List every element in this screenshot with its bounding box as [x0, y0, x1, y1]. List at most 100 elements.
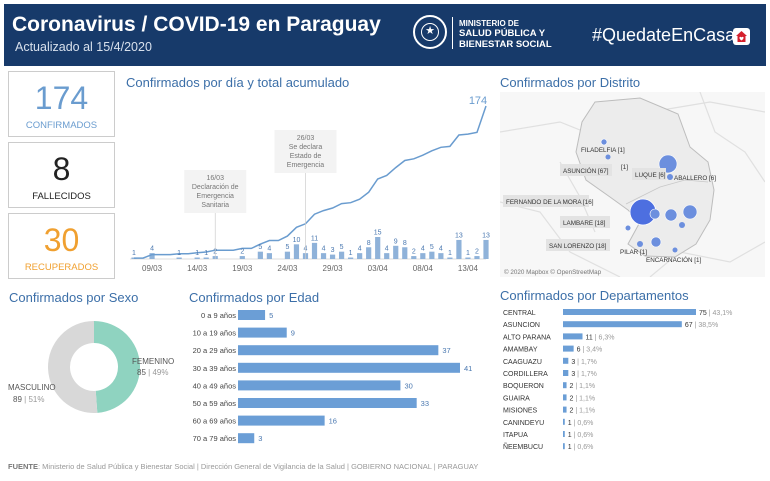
- dept-value-label: 2 | 1,1%: [570, 395, 596, 402]
- daily-tick-labels: 09/03 14/03 19/03 24/03 29/03 03/04 08/04 13/04: [142, 264, 478, 273]
- daily-bar: [447, 257, 453, 259]
- daily-bar: [329, 254, 336, 259]
- daily-bar: [257, 251, 263, 259]
- dept-separator: |: [575, 371, 581, 378]
- map-credit: © 2020 Mapbox © OpenStreetMap: [504, 268, 602, 276]
- dept-value-label: 3 | 1,7%: [571, 359, 597, 366]
- daily-bar: [311, 242, 318, 259]
- daily-bar: [384, 253, 390, 259]
- district-map-title: Confirmados por Distrito: [500, 75, 641, 90]
- map-label-extra: [1]: [621, 164, 628, 171]
- daily-bar-label: 15: [374, 230, 382, 237]
- daily-bar: [402, 247, 408, 259]
- ministry-line1: MINISTERIO DE: [459, 19, 520, 28]
- age-bar: [238, 327, 287, 338]
- kpi-recovered-card: 30 RECUPERADOS: [8, 213, 115, 279]
- daily-bar: [293, 244, 300, 259]
- map-label-filadelfia: FILADELFIA [1]: [581, 147, 625, 154]
- age-bar: [238, 380, 401, 391]
- dept-separator: |: [573, 383, 579, 390]
- daily-bar-label: 4: [385, 246, 389, 253]
- district-map[interactable]: FILADELFIA [1] [1] ASUNCIÓN [67] LUQUE […: [500, 92, 765, 277]
- dept-value: 6: [577, 347, 581, 354]
- age-category-label: 70 a 79 años: [193, 434, 237, 443]
- daily-bar-label: 2: [475, 249, 479, 256]
- footer-label: FUENTE: [8, 462, 38, 471]
- dept-value-label: 11 | 6,3%: [586, 334, 615, 341]
- dept-bar: [563, 309, 696, 315]
- map-label-caballero: ABALLERO [6]: [674, 175, 716, 182]
- dept-percent: 0,6%: [577, 432, 593, 439]
- age-bar: [238, 345, 439, 356]
- daily-bar: [320, 253, 327, 259]
- daily-tick-label: 08/04: [413, 264, 434, 273]
- daily-bar-label: 11: [311, 235, 318, 242]
- ministry-seal-icon: [413, 15, 447, 49]
- age-category-label: 20 a 29 años: [193, 346, 237, 355]
- daily-tick-label: 09/03: [142, 264, 163, 273]
- dept-value: 3: [571, 371, 575, 378]
- dept-bar: [563, 443, 565, 450]
- daily-bar-label: 3: [331, 247, 335, 254]
- map-bubbles: [600, 138, 698, 253]
- dept-separator: |: [572, 432, 578, 439]
- daily-bar: [420, 253, 426, 259]
- department-chart-title: Confirmados por Departamentos: [500, 288, 689, 303]
- annotation-text: 26/03: [297, 135, 315, 142]
- dept-value: 2: [570, 408, 574, 415]
- header-bar: [4, 4, 766, 66]
- cumulative-line: [134, 105, 487, 259]
- seal-star-icon: ★: [425, 25, 435, 37]
- sex-chart-title: Confirmados por Sexo: [9, 290, 139, 305]
- dept-category-label: CAAGUAZU: [503, 359, 542, 366]
- daily-bar-label: 4: [439, 246, 443, 253]
- daily-bar-label: 9: [394, 238, 398, 245]
- sex-chart: FEMENINO 85 | 49% MASCULINO 89 | 51%: [8, 321, 174, 413]
- dept-percent: 6,3%: [599, 334, 615, 341]
- dept-percent: 1,7%: [581, 359, 597, 366]
- daily-bar-label: 4: [150, 246, 154, 253]
- annotation-text: Se declara: [289, 144, 323, 151]
- daily-bar: [411, 256, 417, 259]
- dept-value: 11: [586, 334, 593, 341]
- female-label: FEMENINO: [132, 357, 174, 366]
- dept-bar: [563, 333, 583, 340]
- dept-value: 75: [699, 310, 707, 317]
- annotation-text: Declaración de: [192, 184, 239, 191]
- dept-separator: |: [693, 322, 699, 329]
- hashtag[interactable]: #QuedateEnCasa: [592, 25, 736, 45]
- dept-percent: 0,6%: [577, 444, 593, 451]
- dept-value-label: 6 | 3,4%: [577, 347, 603, 354]
- header-divider: [452, 17, 453, 49]
- daily-bar: [266, 253, 272, 259]
- female-value-group: 85 | 49%: [137, 368, 168, 377]
- daily-bar-label: 1: [448, 250, 452, 257]
- dept-percent: 1,1%: [579, 408, 595, 415]
- age-chart-title: Confirmados por Edad: [189, 290, 320, 305]
- daily-bar: [483, 239, 489, 259]
- annotation-text: 16/03: [206, 175, 224, 182]
- age-category-label: 0 a 9 años: [201, 311, 236, 320]
- daily-bar: [338, 251, 345, 259]
- dept-value: 1: [568, 432, 572, 439]
- daily-tick-label: 19/03: [232, 264, 253, 273]
- dept-value-label: 1 | 0,6%: [568, 420, 594, 427]
- daily-bar: [456, 239, 462, 259]
- daily-bar: [194, 257, 200, 259]
- annotation-box: [274, 130, 337, 173]
- dept-category-label: BOQUERON: [503, 383, 544, 390]
- kpi-deaths-card: 8 FALLECIDOS: [8, 142, 115, 208]
- sex-donut: [47, 321, 140, 413]
- male-value: 89: [13, 395, 22, 404]
- daily-bar-label: 4: [322, 246, 326, 253]
- kpi-recovered-value: 30: [43, 222, 80, 258]
- age-bar: [238, 433, 255, 444]
- dept-category-label: ALTO PARANA: [503, 334, 551, 341]
- updated-date: Actualizado al 15/4/2020: [15, 40, 152, 54]
- dept-category-label: CORDILLERA: [503, 371, 548, 378]
- age-category-label: 40 a 49 años: [193, 381, 237, 390]
- kpi-deaths-value: 8: [52, 151, 71, 187]
- age-value-label: 41: [464, 364, 472, 373]
- footer-source: FUENTE: Ministerio de Salud Pública y Bi…: [8, 462, 478, 471]
- dept-category-label: ÑEEMBUCU: [503, 442, 543, 451]
